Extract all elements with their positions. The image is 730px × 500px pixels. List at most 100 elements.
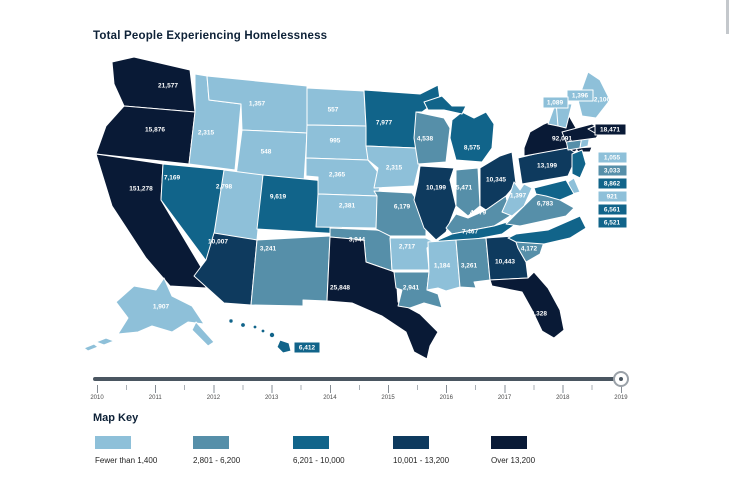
state-hawaii-big-island[interactable] <box>276 339 292 354</box>
state-value-PA: 13,199 <box>537 163 557 170</box>
state-value-WY: 548 <box>261 149 272 156</box>
state-indiana[interactable] <box>455 167 481 217</box>
state-callout-NH[interactable]: 1,396 <box>566 89 594 102</box>
state-new-jersey[interactable] <box>571 149 587 179</box>
state-alaska-aleutians-tail[interactable] <box>83 343 99 352</box>
state-michigan[interactable] <box>449 111 495 163</box>
state-value-WV: 1,397 <box>510 193 527 200</box>
state-value-SC: 4,172 <box>521 246 538 253</box>
state-hawaii-island[interactable] <box>240 322 246 328</box>
state-value-KY: 4,079 <box>470 210 487 217</box>
state-texas[interactable] <box>326 236 439 360</box>
year-label: 2016 <box>439 395 453 401</box>
year-label: 2018 <box>556 395 570 401</box>
state-value-IA: 2,315 <box>386 165 403 172</box>
legend-swatch-4 <box>491 436 527 449</box>
page-title: Total People Experiencing Homelessness <box>93 30 328 42</box>
state-value-MS: 1,184 <box>434 263 451 270</box>
state-value-IL: 10,199 <box>426 185 446 192</box>
state-value-OR: 15,876 <box>145 127 165 134</box>
state-hawaii-island[interactable] <box>260 328 265 333</box>
legend-item-2: 6,201 - 10,000 <box>293 436 345 465</box>
state-value-LA: 2,941 <box>403 285 420 292</box>
svg-text:921: 921 <box>607 194 618 201</box>
state-kansas[interactable] <box>315 193 379 229</box>
state-value-ID: 2,315 <box>198 130 215 137</box>
legend-label-0: Fewer than 1,400 <box>95 456 158 465</box>
state-value-KS: 2,381 <box>339 203 356 210</box>
state-oregon[interactable] <box>95 105 196 165</box>
state-value-ME: 2,106 <box>594 97 611 104</box>
svg-text:6,412: 6,412 <box>299 345 316 352</box>
timeline-slider-track[interactable] <box>93 377 624 381</box>
state-value-IN: 5,471 <box>456 185 473 192</box>
state-north-carolina[interactable] <box>507 215 587 245</box>
svg-text:8,862: 8,862 <box>604 181 621 188</box>
timeline-slider-handle[interactable] <box>613 371 629 387</box>
legend-item-4: Over 13,200 <box>491 436 535 465</box>
state-callout-MD[interactable]: 6,561 <box>597 203 628 216</box>
state-value-FL: 28,328 <box>527 311 547 318</box>
state-minnesota[interactable] <box>363 84 441 149</box>
state-value-NV: 7,169 <box>164 175 181 182</box>
state-value-MT: 1,357 <box>249 101 266 108</box>
state-illinois[interactable] <box>413 165 457 241</box>
svg-text:18,471: 18,471 <box>600 127 620 134</box>
svg-text:1,089: 1,089 <box>547 100 564 107</box>
state-callout-DE[interactable]: 921 <box>597 190 628 203</box>
svg-text:6,521: 6,521 <box>604 220 621 227</box>
year-label: 2013 <box>264 395 279 401</box>
svg-text:6,561: 6,561 <box>604 207 621 214</box>
state-alaska-aleutians[interactable] <box>95 337 115 346</box>
legend-label-3: 10,001 - 13,200 <box>393 456 450 465</box>
state-value-OK: 3,944 <box>349 237 366 244</box>
state-value-AZ: 10,007 <box>208 239 228 246</box>
state-arkansas[interactable] <box>389 237 435 271</box>
state-value-WA: 21,577 <box>158 83 178 90</box>
map-key-title: Map Key <box>93 412 139 424</box>
timeline-minor-ticks <box>126 385 594 390</box>
state-michigan-upper-peninsula[interactable] <box>423 95 467 115</box>
state-value-CO: 9,619 <box>270 194 287 201</box>
year-label: 2015 <box>381 395 395 401</box>
state-value-NY: 92,091 <box>552 136 572 143</box>
state-florida[interactable] <box>489 271 565 339</box>
svg-text:1,396: 1,396 <box>572 93 589 100</box>
state-callout-RI[interactable]: 1,055 <box>597 151 628 164</box>
legend-swatch-0 <box>95 436 131 449</box>
state-callout-HI[interactable]: 6,412 <box>293 341 321 354</box>
state-hawaii-island[interactable] <box>269 332 275 338</box>
state-value-MN: 7,977 <box>376 120 393 127</box>
legend-swatch-3 <box>393 436 429 449</box>
year-label: 2019 <box>614 395 628 401</box>
legend-swatch-2 <box>293 436 329 449</box>
legend-item-1: 2,801 - 6,200 <box>193 436 240 465</box>
state-value-SD: 995 <box>330 138 341 145</box>
state-hawaii-island[interactable] <box>228 318 234 324</box>
state-value-MO: 6,179 <box>394 204 411 211</box>
svg-text:3,033: 3,033 <box>604 168 621 175</box>
state-wisconsin[interactable] <box>413 111 451 165</box>
state-callout-NJ[interactable]: 8,862 <box>597 177 628 190</box>
state-callout-VT[interactable]: 1,089 <box>542 96 569 109</box>
state-value-NE: 2,365 <box>329 172 346 179</box>
legend-label-1: 2,801 - 6,200 <box>193 456 241 465</box>
state-maine[interactable] <box>577 71 611 119</box>
state-alaska-southeast[interactable] <box>191 321 215 347</box>
state-callout-CT[interactable]: 3,033 <box>597 164 628 177</box>
legend-swatch-1 <box>193 436 229 449</box>
state-hawaii-island[interactable] <box>253 324 258 329</box>
year-label: 2012 <box>206 395 221 401</box>
state-value-AL: 3,261 <box>461 263 478 270</box>
state-value-MI: 8,575 <box>464 145 481 152</box>
legend-label-2: 6,201 - 10,000 <box>293 456 345 465</box>
scrollbar-thumb[interactable] <box>726 0 729 34</box>
state-callout-DC[interactable]: 6,521 <box>597 216 628 229</box>
legend-item-0: Fewer than 1,400 <box>95 436 157 465</box>
state-callout-MA[interactable]: 18,471 <box>587 123 627 136</box>
state-maryland[interactable] <box>533 179 575 201</box>
year-label: 2010 <box>90 395 104 401</box>
legend-label-4: Over 13,200 <box>491 456 536 465</box>
state-value-AR: 2,717 <box>399 244 416 251</box>
state-washington[interactable] <box>111 56 196 113</box>
